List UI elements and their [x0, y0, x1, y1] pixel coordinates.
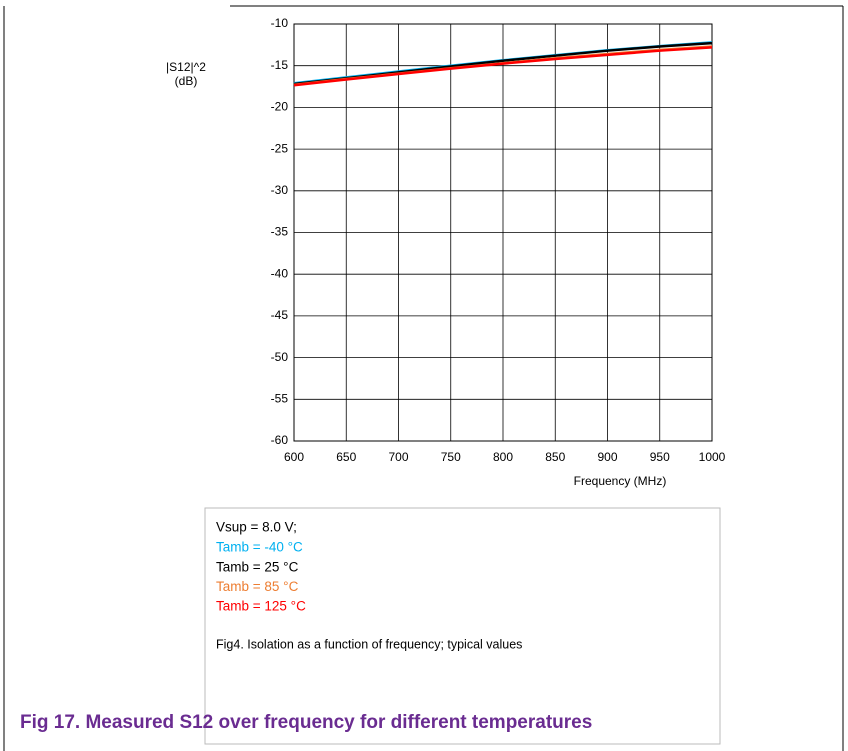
y-axis-label: (dB) — [175, 74, 198, 88]
x-tick-label: 750 — [441, 450, 461, 464]
legend-box — [204, 507, 721, 745]
y-tick-label: -35 — [271, 225, 289, 239]
caption: Fig 17. Measured S12 over frequency for … — [20, 712, 592, 733]
y-tick-label: -55 — [271, 391, 289, 405]
y-tick-label: -30 — [271, 183, 289, 197]
y-axis-label: |S12|^2 — [166, 60, 206, 74]
legend-entry: Tamb = -40 °C — [216, 540, 303, 555]
y-tick-label: -60 — [271, 433, 289, 447]
y-tick-label: -50 — [271, 350, 289, 364]
y-tick-label: -40 — [271, 266, 289, 280]
y-tick-label: -45 — [271, 308, 289, 322]
series-line — [293, 46, 713, 87]
x-tick-label: 800 — [493, 450, 513, 464]
x-tick-label: 1000 — [699, 450, 726, 464]
y-tick-label: -10 — [271, 16, 289, 30]
x-tick-label: 850 — [545, 450, 565, 464]
legend-entry: Tamb = 25 °C — [216, 559, 299, 574]
x-tick-label: 700 — [388, 450, 408, 464]
legend-entry: Tamb = 85 °C — [216, 579, 299, 594]
annotation: Fig4. Isolation as a function of frequen… — [216, 637, 522, 651]
legend-entry: Tamb = 125 °C — [216, 599, 306, 614]
x-tick-label: 900 — [597, 450, 617, 464]
y-tick-label: -15 — [271, 58, 289, 72]
annotation: Vsup = 8.0 V; — [216, 520, 297, 535]
x-axis-label: Frequency (MHz) — [574, 474, 667, 488]
y-tick-label: -20 — [271, 100, 289, 114]
x-tick-label: 600 — [284, 450, 304, 464]
plot-border — [293, 23, 713, 442]
x-tick-label: 650 — [336, 450, 356, 464]
x-tick-label: 950 — [650, 450, 670, 464]
y-tick-label: -25 — [271, 141, 289, 155]
